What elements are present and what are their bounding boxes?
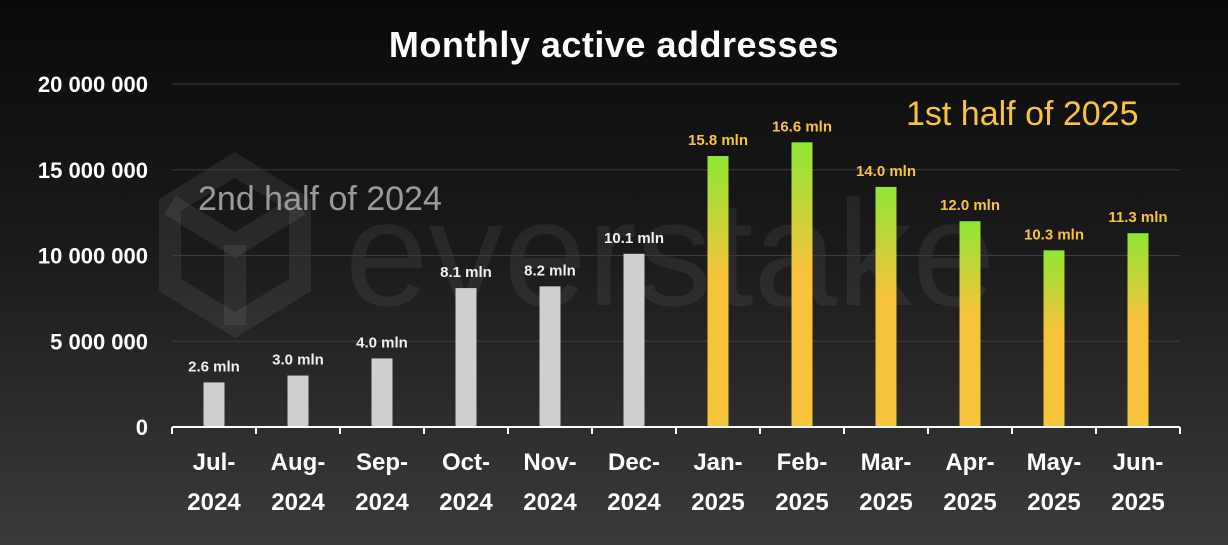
x-tick-month: Apr- xyxy=(945,449,994,476)
x-tick-month: Aug- xyxy=(271,449,326,476)
y-tick-label: 0 xyxy=(136,415,148,440)
y-tick-label: 5 000 000 xyxy=(50,329,148,354)
data-label: 3.0 mln xyxy=(272,352,324,369)
x-tick-year: 2025 xyxy=(775,489,828,516)
data-label: 11.3 mln xyxy=(1108,209,1167,226)
bars xyxy=(203,142,1149,427)
x-tick-year: 2025 xyxy=(1027,489,1080,516)
x-tick-month: Sep- xyxy=(356,449,408,476)
data-label: 2.6 mln xyxy=(188,358,240,375)
data-label: 12.0 mln xyxy=(940,197,1000,214)
data-label: 10.1 mln xyxy=(604,230,664,247)
x-tick-month: Oct- xyxy=(442,449,490,476)
bar-jan-2025 xyxy=(707,156,729,427)
x-tick-month: Dec- xyxy=(608,449,660,476)
x-tick-month: May- xyxy=(1027,449,1082,476)
data-label: 10.3 mln xyxy=(1024,226,1084,243)
watermark-text: everstake xyxy=(345,169,995,337)
bar-may-2025 xyxy=(1043,250,1065,427)
data-label: 4.0 mln xyxy=(356,334,408,351)
x-tick-year: 2024 xyxy=(271,489,325,516)
x-tick-month: Jul- xyxy=(193,449,236,476)
x-tick-month: Nov- xyxy=(523,449,576,476)
data-label: 8.2 mln xyxy=(524,262,576,279)
x-tick-year: 2025 xyxy=(943,489,996,516)
watermark-logo-icon xyxy=(159,152,311,338)
x-tick-year: 2024 xyxy=(439,489,493,516)
bar-jun-2025 xyxy=(1127,233,1149,427)
chart-title: Monthly active addresses xyxy=(389,24,839,65)
data-label: 16.6 mln xyxy=(772,118,832,135)
x-tick-year: 2025 xyxy=(1111,489,1164,516)
y-tick-label: 15 000 000 xyxy=(38,158,148,183)
bar-nov-2024 xyxy=(539,286,561,427)
x-tick-month: Jun- xyxy=(1113,449,1164,476)
x-tick-month: Jan- xyxy=(693,449,742,476)
x-tick-month: Mar- xyxy=(861,449,912,476)
x-tick-year: 2024 xyxy=(607,489,661,516)
bar-dec-2024 xyxy=(623,253,645,427)
data-label: 15.8 mln xyxy=(688,132,748,149)
annotation-2nd-half-2024: 2nd half of 2024 xyxy=(198,180,442,218)
bar-feb-2025 xyxy=(791,142,813,427)
annotation-1st-half-2025: 1st half of 2025 xyxy=(906,95,1139,133)
data-label: 8.1 mln xyxy=(440,264,492,281)
bar-oct-2024 xyxy=(455,288,477,427)
bar-apr-2025 xyxy=(959,221,981,427)
data-labels: 2.6 mln 3.0 mln 4.0 mln 8.1 mln 8.2 mln 10.1 … xyxy=(188,118,1167,375)
bar-jul-2024 xyxy=(203,382,225,427)
bar-aug-2024 xyxy=(287,375,309,427)
y-tick-label: 20 000 000 xyxy=(38,72,148,97)
bar-mar-2025 xyxy=(875,186,897,427)
x-tick-month: Feb- xyxy=(777,449,828,476)
x-tick-year: 2025 xyxy=(859,489,912,516)
grid-lines xyxy=(172,83,1180,342)
x-tick-year: 2024 xyxy=(187,489,241,516)
x-tick-year: 2024 xyxy=(355,489,409,516)
x-tick-year: 2024 xyxy=(523,489,577,516)
x-tick-year: 2025 xyxy=(691,489,744,516)
data-label: 14.0 mln xyxy=(856,163,916,180)
y-tick-label: 10 000 000 xyxy=(38,244,148,269)
y-axis-ticks: 0 5 000 000 10 000 000 15 000 000 20 000 000 xyxy=(38,72,148,440)
bar-sep-2024 xyxy=(371,358,393,427)
x-axis-ticks: Jul- 2024 Aug- 2024 Sep- 2024 Oct- 2024 Nov- 2024… xyxy=(171,427,1181,516)
